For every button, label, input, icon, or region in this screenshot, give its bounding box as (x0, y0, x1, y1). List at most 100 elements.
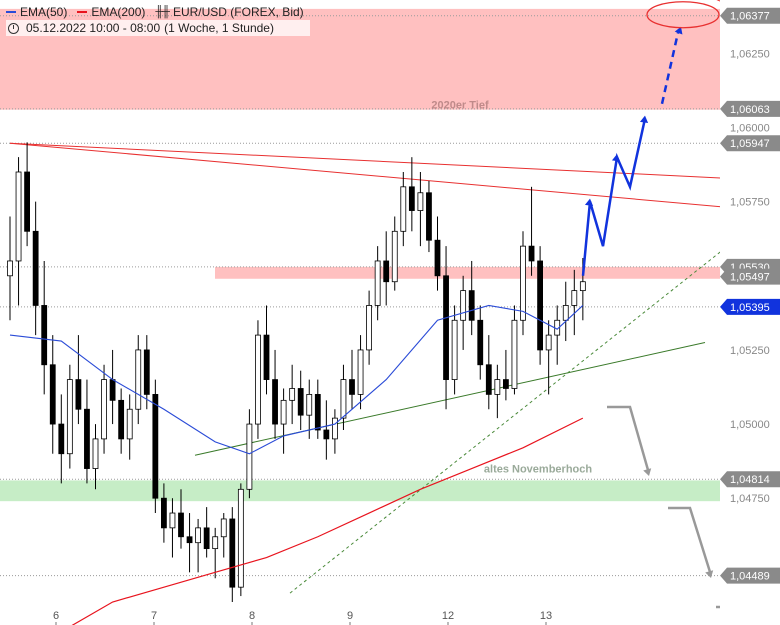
candle-body-14 (126, 408, 133, 440)
candle-body-46 (400, 186, 407, 232)
trendline-lower-red (9, 142, 780, 213)
x-tick-3: 9 (347, 610, 353, 622)
candlestick-icon: ╫╫ (155, 6, 170, 18)
level-label-bg-0 (720, 7, 780, 24)
candles (7, 142, 586, 602)
candle-body-8 (75, 379, 82, 410)
bear-arrow-2 (668, 506, 712, 573)
level-label-text-7: 1,04489 (730, 571, 770, 583)
candle-body-21 (186, 536, 193, 544)
level-label-0: 1,06377 (720, 7, 780, 24)
candle-body-67 (579, 281, 586, 292)
candle-body-5 (49, 364, 56, 425)
legend-item-ema200[interactable]: EMA(200) (77, 4, 145, 20)
legend-item-instrument[interactable]: ╫╫ EUR/USD (FOREX, Bid) (155, 4, 303, 20)
candle-body-44 (383, 260, 390, 283)
forecast-arrowhead-3 (639, 115, 649, 123)
level-label-7: 1,04489 (720, 567, 780, 584)
candle-body-65 (562, 305, 569, 321)
candle-body-35 (306, 394, 313, 416)
candle-body-39 (340, 379, 347, 419)
candle-body-24 (212, 536, 219, 550)
candle-body-54 (468, 290, 475, 321)
candle-body-33 (289, 388, 296, 401)
trendline-upper-red (9, 142, 780, 182)
level-label-text-6: 1,04814 (730, 474, 770, 486)
bear-arrowhead-1 (643, 468, 652, 476)
ema200-label: EMA(200) (91, 5, 146, 19)
x-tick-0: 6 (53, 610, 59, 622)
candle-body-9 (84, 408, 90, 469)
trendline-green (194, 342, 706, 456)
candle-body-7 (66, 379, 73, 455)
candle-body-60 (520, 245, 526, 321)
candle-body-1 (15, 171, 22, 262)
candle-body-15 (135, 349, 142, 410)
x-tick-5: 13 (540, 610, 552, 622)
candle-body-36 (314, 394, 321, 431)
clock-icon (8, 22, 19, 34)
ema50-swatch (6, 11, 16, 13)
candle-body-63 (545, 334, 552, 351)
candle-body-26 (229, 518, 236, 588)
price-tick-1: 1,06000 (730, 123, 770, 135)
level-label-bg-5 (720, 298, 780, 315)
candle-body-47 (408, 186, 415, 211)
candle-body-3 (32, 230, 39, 306)
ema50-label: EMA(50) (20, 5, 68, 19)
candle-body-57 (494, 379, 501, 395)
zone-2 (0, 480, 720, 502)
legend-item-ema50[interactable]: EMA(50) (6, 4, 67, 20)
forecast-arrowhead-1 (584, 198, 594, 207)
forecast-path (581, 118, 647, 276)
candle-body-31 (272, 379, 278, 425)
level-label-bg-1 (720, 100, 780, 117)
level-label-6: 1,04814 (720, 471, 780, 488)
level-label-5: 1,05395 (720, 298, 780, 315)
candle-body-56 (485, 364, 492, 395)
target-ellipse (646, 1, 720, 29)
candle-body-0 (7, 260, 13, 277)
candle-body-49 (426, 192, 432, 241)
candle-body-18 (160, 497, 167, 529)
candle-body-29 (255, 334, 261, 425)
level-label-bg-7 (720, 567, 780, 584)
candle-body-16 (143, 349, 150, 395)
candle-body-20 (178, 512, 184, 538)
ema50-line (9, 304, 584, 455)
candle-body-10 (92, 438, 99, 469)
candle-body-58 (502, 379, 509, 389)
bear-arrowhead-2 (705, 570, 714, 578)
ema200-swatch (77, 11, 88, 13)
candle-body-52 (451, 319, 458, 380)
bear-arrow-1 (607, 405, 650, 471)
candle-body-34 (297, 388, 304, 416)
forecast-dashed (660, 32, 680, 105)
level-label-4: 1,05497 (720, 268, 780, 285)
candle-body-22 (195, 527, 202, 544)
level-label-2: 1,05947 (720, 135, 780, 152)
price-tick-3: 1,05250 (730, 345, 770, 357)
x-tick-2: 8 (249, 610, 255, 622)
level-label-text-0: 1,06377 (730, 11, 770, 23)
x-tick-1: 7 (151, 610, 157, 622)
forecast-arrowhead-target (674, 26, 683, 35)
level-label-bg-6 (720, 471, 780, 488)
instrument-label: EUR/USD (FOREX, Bid) (172, 5, 304, 19)
candle-body-6 (58, 423, 65, 455)
price-tick-2: 1,05750 (730, 197, 770, 209)
level-label-bg-2 (720, 135, 780, 152)
chart-legend: EMA(50) EMA(200) ╫╫ EUR/USD (FOREX, Bid)… (6, 4, 310, 36)
candle-body-61 (528, 245, 535, 262)
level-label-bg-4 (720, 268, 780, 285)
candle-body-38 (331, 417, 338, 440)
candle-body-45 (391, 230, 398, 283)
candle-body-32 (280, 399, 287, 425)
candle-body-17 (152, 394, 159, 499)
candle-body-55 (477, 319, 484, 366)
candle-body-4 (41, 305, 48, 366)
candle-body-48 (417, 192, 424, 211)
timerange-label: 05.12.2022 10:00 - 08:00 (26, 21, 161, 35)
